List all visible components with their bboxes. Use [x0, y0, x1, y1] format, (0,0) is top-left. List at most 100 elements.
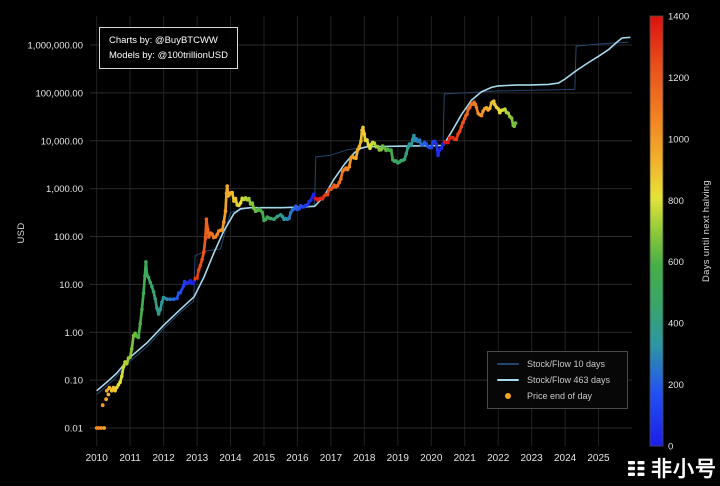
colorbar-segment: [650, 95, 663, 100]
price-dot: [223, 209, 228, 213]
colorbar-segment: [650, 332, 663, 336]
x-tick-label: 2012: [152, 453, 175, 464]
price-line-segment: [140, 291, 145, 311]
price-dot: [107, 385, 112, 390]
price-dot: [141, 291, 146, 296]
price-dot: [492, 99, 496, 103]
price-dot: [339, 177, 343, 181]
price-dot: [155, 306, 159, 310]
price-line-segment: [224, 191, 228, 213]
price-dot: [178, 290, 183, 295]
colorbar-tick-label: 400: [668, 319, 684, 330]
price-dot: [230, 190, 234, 195]
colorbar-segment: [650, 403, 663, 407]
colorbar-segment: [650, 347, 663, 352]
x-tick-label: 2017: [320, 453, 343, 464]
price-dot: [160, 300, 164, 305]
price-dot: [473, 102, 478, 107]
stock-flow-463d-line: [96, 36, 631, 392]
price-dot: [104, 397, 108, 402]
colorbar-segment: [650, 427, 663, 432]
colorbar-tick-label: 600: [668, 257, 684, 268]
y-tick-label: 10,000.00: [41, 136, 83, 147]
price-dot: [457, 129, 462, 134]
colorbar-segment: [650, 264, 663, 269]
price-dot: [355, 148, 360, 152]
price-dot: [252, 206, 256, 211]
price-dot: [389, 148, 393, 152]
colorbar-segment: [650, 252, 663, 257]
price-dot: [158, 307, 163, 312]
x-tick-label: 2021: [454, 453, 477, 464]
colorbar-segment: [650, 77, 663, 81]
price-dot: [138, 322, 142, 326]
x-tick-label: 2019: [387, 453, 410, 464]
price-dot: [200, 257, 204, 262]
colorbar-segment: [650, 114, 663, 118]
colorbar-segment: [650, 224, 663, 229]
colorbar-segment: [650, 338, 663, 343]
price-dot: [148, 280, 152, 285]
price-line-segment: [137, 322, 142, 339]
legend-item-stock-flow-10d: Stock/Flow 10 days: [496, 359, 619, 369]
price-dot: [461, 120, 465, 125]
colorbar-segment: [650, 200, 663, 204]
colorbar-segment: [650, 384, 663, 389]
attribution-models-by: Models by: @100trillionUSD: [109, 50, 228, 62]
price-dot: [99, 426, 103, 430]
price-dot: [280, 214, 285, 219]
price-dot: [207, 235, 211, 239]
price-dot: [503, 107, 507, 111]
price-dot: [204, 217, 209, 221]
y-tick-label: 10.00: [59, 280, 83, 291]
price-dot: [429, 145, 434, 150]
y-tick-label: 1,000,000.00: [28, 41, 83, 52]
colorbar-segment: [650, 160, 663, 164]
colorbar-segment: [650, 301, 663, 306]
colorbar-segment: [650, 120, 663, 124]
price-dot: [347, 164, 352, 169]
price-line-segment: [130, 334, 135, 351]
price-dot: [215, 232, 219, 237]
colorbar-segment: [650, 418, 663, 422]
price-dot: [202, 250, 206, 254]
price-dot: [151, 290, 156, 294]
colorbar-segment: [650, 80, 663, 85]
colorbar-segment: [650, 280, 663, 284]
colorbar-segment: [650, 138, 663, 143]
price-dot: [409, 143, 414, 148]
colorbar-segment: [650, 206, 663, 210]
x-tick-label: 2015: [253, 453, 276, 464]
price-dot: [424, 142, 429, 146]
price-dot: [414, 137, 419, 141]
colorbar-segment: [650, 16, 663, 20]
price-dot: [165, 297, 169, 302]
colorbar-segment: [650, 215, 663, 220]
colorbar-segment: [650, 145, 663, 149]
price-dot: [379, 147, 383, 152]
price-dot: [359, 139, 363, 143]
colorbar-segment: [650, 123, 663, 128]
x-tick-label: 2024: [554, 453, 577, 464]
colorbar-segment: [650, 261, 663, 266]
x-tick-label: 2011: [119, 453, 141, 464]
colorbar-segment: [650, 141, 663, 146]
price-dot: [337, 180, 342, 185]
price-dot: [224, 191, 229, 196]
line-swatch-icon: [497, 363, 519, 365]
colorbar-segment: [650, 154, 663, 158]
price-dot: [268, 216, 273, 221]
colorbar-segment: [650, 19, 663, 23]
x-tick-label: 2016: [286, 453, 309, 464]
price-dot: [481, 109, 485, 113]
colorbar-segment: [650, 46, 663, 51]
colorbar-segment: [650, 194, 663, 198]
price-dot: [206, 227, 210, 232]
colorbar-segment: [650, 108, 663, 112]
legend-marker: [496, 363, 520, 365]
price-line-segment: [202, 236, 207, 254]
colorbar-segment: [650, 350, 663, 355]
y-tick-label: 1.00: [65, 328, 84, 339]
price-dot: [362, 132, 367, 136]
colorbar-segment: [650, 375, 663, 379]
